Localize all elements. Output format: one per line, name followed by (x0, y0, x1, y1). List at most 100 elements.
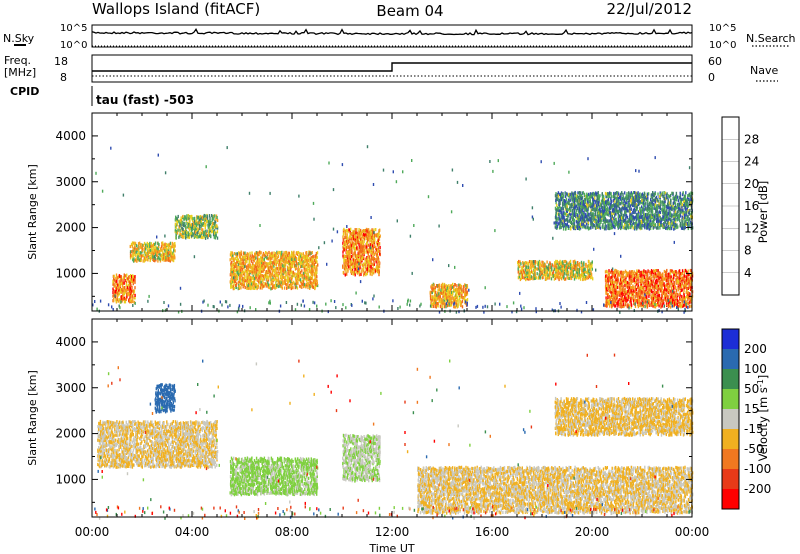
data-cell (241, 261, 243, 265)
data-cell (136, 253, 139, 257)
data-cell (648, 300, 651, 304)
data-cell (346, 233, 348, 237)
data-cell (571, 220, 573, 225)
data-cell (115, 286, 117, 290)
data-cell (454, 305, 456, 309)
data-cell (116, 282, 118, 286)
data-cell (162, 250, 164, 254)
data-cell (212, 221, 214, 226)
data-cell (583, 211, 585, 215)
data-cell (269, 269, 271, 274)
data-cell (243, 262, 245, 266)
data-cell (114, 280, 117, 284)
data-cell (677, 280, 679, 284)
data-cell (165, 251, 168, 255)
data-cell (301, 275, 304, 279)
data-cell (554, 206, 557, 210)
data-cell (250, 275, 252, 279)
data-cell (163, 252, 165, 257)
data-cell (569, 259, 572, 263)
data-cell (113, 278, 116, 282)
data-cell (184, 231, 186, 235)
data-cell (256, 265, 258, 269)
data-cell (574, 205, 577, 209)
data-cell (202, 217, 204, 221)
data-cell (624, 290, 626, 294)
data-cell (134, 293, 136, 297)
data-cell (162, 241, 164, 245)
data-cell (194, 230, 197, 234)
data-cell (246, 265, 248, 269)
data-cell (349, 250, 352, 254)
data-cell (154, 249, 156, 253)
data-cell (597, 194, 600, 198)
data-cell (230, 271, 232, 275)
data-cell (688, 305, 691, 309)
data-cell (579, 262, 581, 266)
data-cell (131, 289, 133, 293)
data-cell (569, 198, 571, 202)
data-cell (277, 254, 280, 258)
data-cell (175, 229, 178, 233)
data-cell (187, 234, 190, 238)
data-cell (640, 294, 642, 299)
data-cell (290, 274, 292, 279)
data-cell (181, 220, 183, 224)
data-cell (115, 276, 117, 280)
data-cell (571, 264, 573, 268)
data-cell (656, 269, 658, 273)
data-cell (465, 289, 467, 293)
data-cell (230, 264, 233, 268)
data-cell (245, 253, 247, 258)
data-cell (313, 262, 316, 266)
data-cell (232, 262, 235, 266)
data-cell (584, 224, 586, 228)
data-cell (257, 271, 259, 275)
data-cell (429, 297, 432, 301)
data-cell (679, 282, 681, 287)
data-cell (435, 290, 437, 295)
data-cell (522, 275, 524, 280)
data-cell (152, 253, 155, 257)
data-cell (631, 296, 633, 301)
data-cell (240, 250, 242, 254)
data-cell (129, 289, 131, 293)
data-cell (236, 255, 238, 260)
data-cell (623, 271, 625, 275)
data-cell (238, 268, 241, 272)
data-cell (204, 220, 206, 224)
data-cell (184, 228, 187, 232)
data-cell (248, 286, 250, 290)
data-cell (195, 223, 198, 227)
data-cell (589, 199, 591, 203)
data-cell (553, 277, 556, 281)
data-cell (646, 287, 649, 291)
data-cell (167, 244, 169, 248)
data-cell (379, 245, 381, 250)
data-cell (257, 284, 259, 288)
nsearch-label: N.Search (746, 32, 796, 45)
data-cell (213, 217, 215, 221)
data-cell (588, 212, 590, 216)
data-cell (201, 215, 204, 219)
data-cell (280, 260, 282, 264)
data-cell (164, 257, 166, 261)
data-cell (607, 198, 610, 202)
data-cell (259, 286, 261, 290)
data-cell (662, 276, 664, 280)
data-cell (539, 260, 541, 264)
data-cell (193, 216, 196, 220)
data-cell (200, 219, 203, 223)
data-cell (128, 280, 130, 284)
data-cell (186, 230, 188, 235)
data-cell (597, 203, 600, 207)
data-cell (189, 219, 191, 223)
data-cell (256, 286, 258, 291)
data-cell (253, 265, 255, 269)
data-cell (129, 250, 132, 254)
data-cell (239, 273, 241, 277)
data-cell (684, 296, 687, 301)
data-cell (153, 244, 155, 248)
data-cell (562, 227, 565, 231)
data-cell (189, 223, 191, 227)
